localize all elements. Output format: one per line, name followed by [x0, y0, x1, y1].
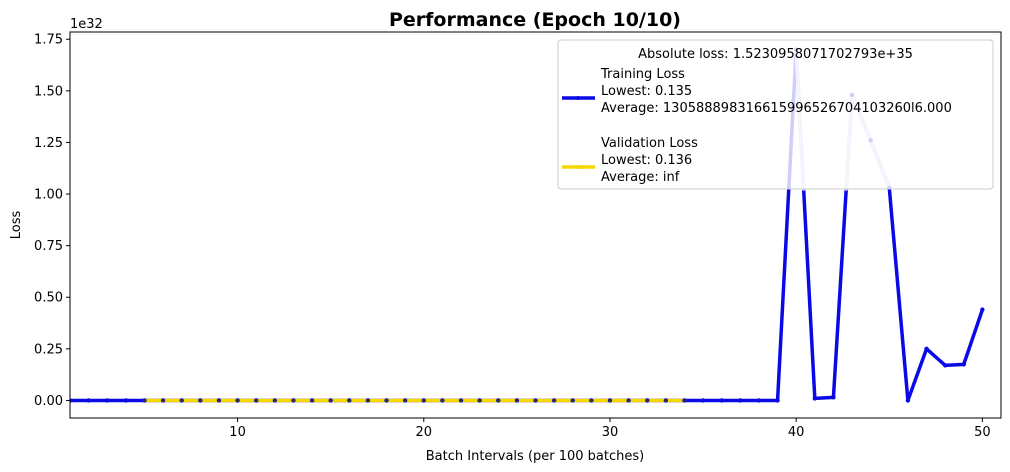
- validation-loss-point: [291, 398, 296, 403]
- legend-handle-marker: [576, 96, 580, 100]
- validation-loss-point: [552, 398, 556, 403]
- validation-loss-point: [180, 398, 184, 403]
- x-tick-label: 50: [974, 425, 991, 440]
- plot-frame: [69, 31, 1002, 419]
- legend-entry-line: Lowest: 0.136: [601, 153, 692, 168]
- validation-loss-point: [273, 398, 277, 403]
- training-loss-point: [812, 396, 817, 401]
- y-tick-label: 0.75: [34, 239, 63, 254]
- x-tick-label: 20: [416, 425, 433, 440]
- legend-entry-line: Average: 130588898316615996526704103260l…: [601, 101, 952, 116]
- validation-loss-point: [571, 398, 575, 403]
- y-axis-label: Loss: [9, 211, 24, 240]
- x-axis-label: Batch Intervals (per 100 batches): [426, 449, 644, 464]
- training-loss-point: [105, 398, 110, 403]
- training-loss-point: [905, 398, 911, 403]
- legend-handle-marker: [576, 165, 580, 169]
- y-axis: 0.00 0.25 0.50 0.75 1.00 1.25 1.50 1.75: [34, 33, 70, 409]
- y-tick-label: 0.00: [34, 394, 63, 409]
- training-loss-point: [924, 346, 929, 352]
- validation-loss-point: [329, 398, 333, 403]
- training-loss-segment: [906, 347, 929, 403]
- legend-entry-line: Training Loss: [600, 67, 685, 82]
- training-loss-point: [123, 398, 129, 403]
- y-offset-label: 1e32: [70, 17, 103, 32]
- training-loss-point: [70, 398, 73, 403]
- legend-title: Absolute loss: 1.5230958071702793e+35: [638, 47, 913, 62]
- validation-loss-point: [459, 398, 463, 403]
- training-loss-segment: [943, 362, 966, 368]
- validation-loss-point: [496, 398, 500, 403]
- validation-loss-point: [515, 398, 519, 403]
- x-tick-label: 40: [788, 425, 805, 440]
- legend-entry-line: Average: inf: [601, 170, 680, 185]
- training-loss-point: [961, 362, 966, 367]
- validation-loss-point: [142, 398, 147, 403]
- legend-entry-line: Validation Loss: [601, 136, 698, 151]
- training-loss-point: [86, 398, 91, 403]
- y-tick-label: 0.50: [34, 291, 63, 306]
- validation-loss-point: [235, 398, 240, 403]
- validation-loss-point: [217, 398, 221, 403]
- legend: Absolute loss: 1.5230958071702793e+35 Tra…: [557, 39, 994, 190]
- training-loss-segment: [813, 395, 836, 401]
- training-loss-point: [942, 363, 948, 368]
- validation-loss-point: [161, 398, 165, 403]
- validation-loss-point: [310, 398, 314, 403]
- validation-loss-point: [478, 398, 482, 403]
- training-loss-point: [831, 395, 836, 400]
- validation-loss-point: [254, 398, 258, 403]
- training-loss-point: [775, 398, 780, 403]
- validation-loss-point: [347, 398, 351, 403]
- x-axis: 10 20 30 40 50: [229, 418, 991, 440]
- training-loss-point: [756, 398, 762, 403]
- legend-box: [557, 39, 994, 190]
- x-tick-label: 30: [602, 425, 619, 440]
- validation-loss-point: [422, 398, 426, 403]
- y-tick-label: 1.50: [34, 84, 63, 99]
- validation-loss-point: [627, 398, 631, 403]
- training-loss-point: [700, 398, 706, 403]
- validation-loss-point: [403, 398, 407, 403]
- validation-loss-point: [664, 398, 668, 403]
- y-tick-label: 1.75: [34, 33, 63, 48]
- validation-loss-point: [608, 398, 612, 403]
- legend-entry-line: Lowest: 0.135: [601, 84, 692, 99]
- chart-title: Performance (Epoch 10/10): [389, 9, 681, 31]
- training-loss-segment: [887, 186, 910, 403]
- validation-loss-point: [440, 398, 444, 403]
- training-loss-segment: [924, 347, 947, 368]
- validation-loss-point: [384, 398, 389, 403]
- y-tick-label: 1.00: [34, 188, 63, 203]
- validation-loss-point: [366, 398, 370, 403]
- y-tick-label: 1.25: [34, 136, 63, 151]
- y-tick-label: 0.25: [34, 342, 63, 357]
- x-tick-label: 10: [229, 425, 246, 440]
- training-loss-point: [980, 307, 985, 312]
- training-loss-segment: [962, 307, 985, 367]
- validation-loss-point: [589, 398, 593, 403]
- validation-loss-point: [682, 398, 687, 403]
- validation-loss-point: [645, 398, 649, 403]
- validation-loss-point: [198, 398, 202, 403]
- training-loss-point: [719, 398, 724, 403]
- validation-loss-point: [533, 398, 538, 403]
- training-loss-point: [738, 398, 743, 403]
